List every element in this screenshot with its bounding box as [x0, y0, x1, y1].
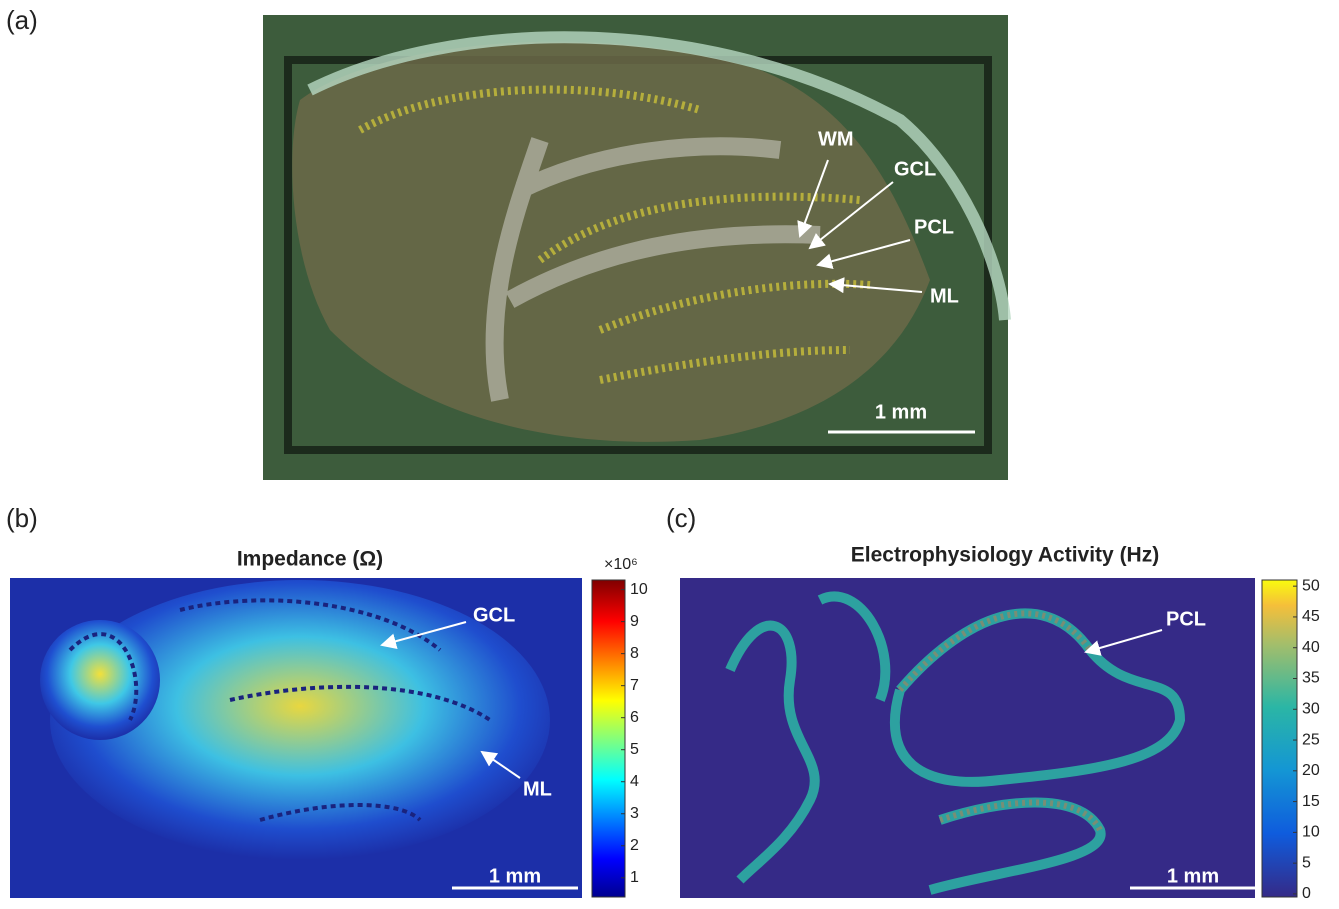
colorbar-multiplier: ×10⁶ [604, 556, 638, 573]
colorbar-tick-label: 1 [630, 869, 639, 886]
annotation: PCL [914, 216, 954, 238]
scale-bar-label: 1 mm [489, 865, 541, 887]
colorbar-tick-label: 40 [1302, 639, 1320, 656]
colorbar-tick-label: 5 [630, 741, 639, 758]
colorbar-tick-label: 10 [1302, 824, 1320, 841]
colorbar-tick-label: 20 [1302, 762, 1320, 779]
colorbar-tick-label: 25 [1302, 731, 1320, 748]
panel-title: Electrophysiology Activity (Hz) [851, 544, 1159, 567]
annotation: GCL [473, 604, 515, 626]
colorbar-tick-label: 5 [1302, 854, 1311, 871]
scale-bar-label: 1 mm [1167, 865, 1219, 887]
colorbar-tick-label: 15 [1302, 793, 1320, 810]
colorbar [1262, 580, 1297, 897]
panel-title: Impedance (Ω) [237, 548, 383, 571]
panel-label: (a) [6, 5, 38, 35]
colorbar-tick-label: 3 [630, 805, 639, 822]
annotation: GCL [894, 158, 936, 180]
panel-label: (b) [6, 503, 38, 533]
annotation: WM [818, 128, 854, 150]
colorbar-tick-label: 4 [630, 773, 639, 790]
colorbar-tick-label: 30 [1302, 700, 1320, 717]
colorbar-tick-label: 45 [1302, 608, 1320, 625]
colorbar-tick-label: 7 [630, 677, 639, 694]
panel-label: (c) [666, 503, 696, 533]
scale-bar-label: 1 mm [875, 401, 927, 423]
colorbar-tick-label: 10 [630, 581, 648, 598]
colorbar-tick-label: 0 [1302, 885, 1311, 902]
colorbar-tick-label: 50 [1302, 577, 1320, 594]
colorbar-tick-label: 6 [630, 709, 639, 726]
figure: (a) WM GCL PCL ML 1 mm (b) Impedance (Ω)… [0, 0, 1339, 904]
colorbar-tick-label: 35 [1302, 670, 1320, 687]
colorbar-tick-label: 2 [630, 837, 639, 854]
colorbar [592, 580, 625, 897]
annotation: ML [523, 778, 552, 800]
annotation: ML [930, 285, 959, 307]
colorbar-tick-label: 8 [630, 645, 639, 662]
annotation: PCL [1166, 608, 1206, 630]
heatmap-region [40, 620, 160, 740]
colorbar-tick-label: 9 [630, 613, 639, 630]
